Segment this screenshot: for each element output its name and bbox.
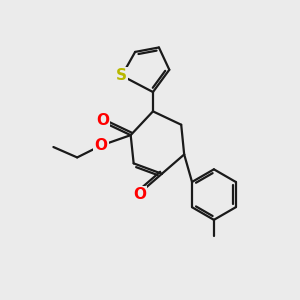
Text: O: O <box>96 113 109 128</box>
Text: O: O <box>133 187 146 202</box>
Text: S: S <box>116 68 127 83</box>
Text: O: O <box>94 138 107 153</box>
